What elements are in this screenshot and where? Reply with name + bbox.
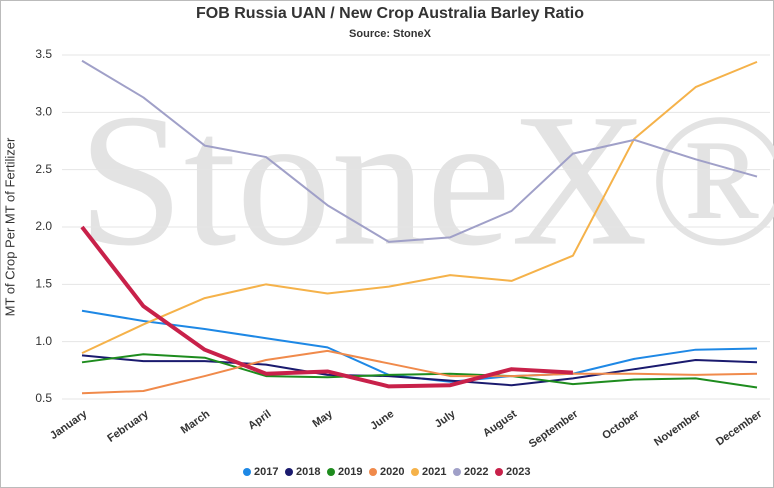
data-line [81,353,758,389]
data-line [80,225,574,389]
legend-label: 2022 [464,466,488,478]
legend-marker [411,468,419,476]
y-axis-label: MT of Crop Per MT of Fertilizer [2,137,17,316]
legend-label: 2023 [506,466,530,478]
legend-label: 2021 [422,466,446,478]
chart-subtitle: Source: StoneX [349,28,432,40]
legend-marker [453,468,461,476]
data-line [81,349,758,395]
data-line [81,354,758,387]
legend-label: 2019 [338,466,362,478]
watermark: StoneX® [78,76,774,286]
legend-marker [495,468,503,476]
y-tick-label: 0.5 [35,391,52,405]
legend-label: 2018 [296,466,320,478]
legend-marker [327,468,335,476]
legend-label: 2020 [380,466,404,478]
data-line [81,59,758,243]
legend-marker [243,468,251,476]
legend-label: 2017 [254,466,278,478]
y-tick-label: 2.5 [35,162,52,176]
chart-title: FOB Russia UAN / New Crop Australia Barl… [196,5,584,22]
y-tick-label: 1.5 [35,277,52,291]
legend-marker [369,468,377,476]
legend-marker [285,468,293,476]
y-tick-label: 1.0 [35,334,52,348]
data-line [81,60,758,355]
y-tick-label: 3.5 [35,47,52,61]
y-tick-label: 2.0 [35,219,52,233]
y-tick-label: 3.0 [35,105,52,119]
